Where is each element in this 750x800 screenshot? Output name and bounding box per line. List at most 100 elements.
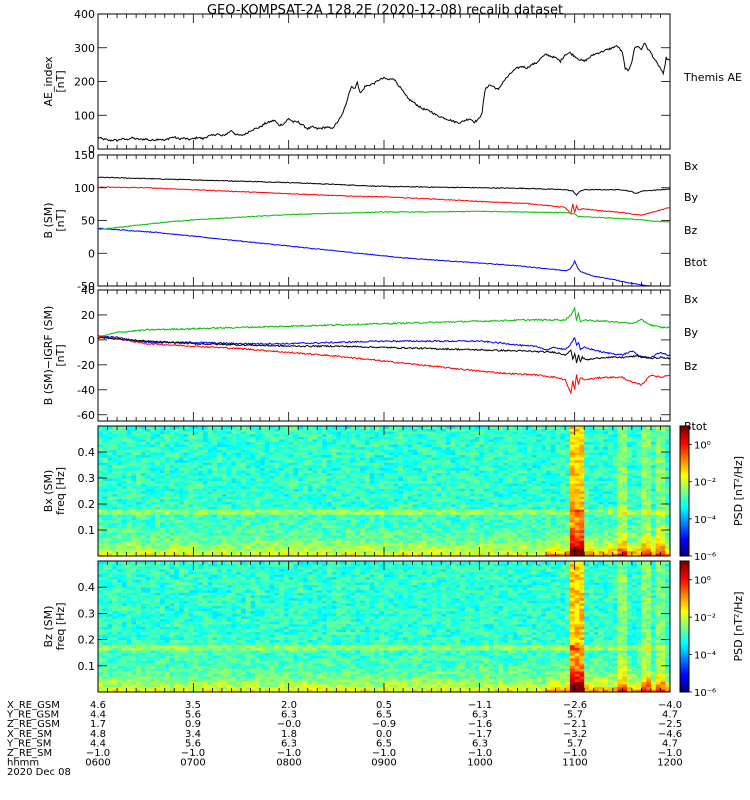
heatmap-cell (121, 545, 127, 549)
heatmap-cell (493, 480, 499, 484)
heatmap-cell (126, 485, 132, 489)
heatmap-cell (369, 433, 375, 437)
heatmap-cell (369, 457, 375, 461)
heatmap-cell (384, 446, 390, 450)
heatmap-cell (474, 480, 480, 484)
heatmap-cell (112, 439, 118, 442)
heatmap-cell (522, 478, 528, 481)
heatmap-cell (207, 465, 213, 468)
heatmap-cell (121, 491, 127, 494)
heatmap-cell (307, 548, 313, 552)
heatmap-cell (283, 436, 290, 440)
heatmap-cell (236, 522, 242, 526)
heatmap-cell (479, 532, 485, 536)
heatmap-cell (255, 535, 261, 539)
heatmap-cell (264, 522, 270, 526)
heatmap-cell (117, 426, 123, 429)
heatmap-cell (188, 483, 194, 487)
heatmap-cell (241, 449, 247, 453)
heatmap-cell (426, 431, 433, 435)
heatmap-cell (384, 524, 390, 528)
heatmap-cell (264, 496, 270, 500)
heatmap-cell (183, 527, 189, 531)
heatmap-cell (131, 441, 137, 445)
heatmap-cell (255, 436, 261, 440)
heatmap-cell (241, 553, 247, 557)
heatmap-cell (426, 553, 433, 557)
heatmap-cell (360, 439, 366, 442)
heatmap-cell (202, 501, 209, 505)
heatmap-cell (112, 446, 118, 450)
heatmap-cell (145, 480, 151, 484)
heatmap-cell (126, 467, 132, 471)
heatmap-cell (221, 501, 228, 505)
heatmap-cell (159, 436, 166, 440)
heatmap-cell (369, 522, 375, 526)
heatmap-cell (522, 550, 528, 554)
heatmap-cell (198, 441, 204, 445)
heatmap-cell (241, 470, 247, 474)
heatmap-cell (98, 472, 104, 476)
heatmap-cell (407, 465, 413, 468)
heatmap-cell (403, 485, 409, 489)
heatmap-cell (341, 467, 347, 471)
heatmap-cell (522, 509, 528, 513)
heatmap-cell (102, 441, 108, 445)
heatmap-cell (174, 524, 180, 528)
heatmap-cell (341, 509, 347, 513)
heatmap-cell (484, 532, 490, 536)
heatmap-cell (298, 496, 304, 500)
heatmap-cell (503, 514, 509, 518)
heatmap-cell (155, 514, 161, 518)
heatmap-cell (136, 439, 142, 442)
heatmap-cell (331, 472, 337, 476)
heatmap-cell (131, 514, 137, 518)
heatmap-cell (126, 493, 132, 497)
heatmap-cell (288, 537, 294, 541)
heatmap-cell (117, 501, 123, 505)
heatmap-cell (364, 433, 371, 437)
heatmap-cell (112, 543, 118, 546)
heatmap-cell (522, 514, 528, 518)
heatmap-cell (379, 452, 385, 455)
heatmap-cell (164, 514, 170, 518)
heatmap-cell (112, 441, 118, 445)
heatmap-cell (260, 480, 266, 484)
heatmap-cell (260, 470, 266, 474)
heatmap-cell (193, 485, 199, 489)
heatmap-cell (350, 527, 356, 531)
heatmap-cell (212, 493, 218, 497)
heatmap-cell (188, 527, 194, 531)
heatmap-cell (226, 454, 232, 458)
heatmap-cell (283, 514, 290, 518)
heatmap-cell (364, 426, 371, 429)
heatmap-cell (403, 496, 409, 500)
heatmap-cell (355, 514, 361, 518)
heatmap-cell (221, 548, 228, 552)
heatmap-cell (474, 452, 480, 455)
heatmap-cell (136, 475, 142, 479)
heatmap-cell (245, 459, 251, 463)
heatmap-cell (479, 493, 485, 497)
heatmap-cell (517, 431, 523, 435)
heatmap-cell (241, 543, 247, 546)
heatmap-cell (336, 540, 342, 544)
heatmap-cell (322, 524, 328, 528)
heatmap-cell (336, 514, 342, 518)
heatmap-cell (455, 457, 461, 461)
heatmap-cell (164, 553, 170, 557)
heatmap-cell (326, 506, 332, 510)
heatmap-cell (374, 483, 380, 487)
heatmap-cell (198, 498, 204, 502)
heatmap-cell (269, 537, 275, 541)
heatmap-cell (155, 472, 161, 476)
heatmap-cell (336, 532, 342, 536)
heatmap-cell (336, 457, 342, 461)
heatmap-cell (236, 457, 242, 461)
heatmap-cell (250, 467, 256, 471)
heatmap-cell (283, 548, 290, 552)
heatmap-cell (398, 511, 404, 515)
heatmap-cell (241, 472, 247, 476)
heatmap-cell (140, 504, 147, 507)
heatmap-cell (174, 543, 180, 546)
